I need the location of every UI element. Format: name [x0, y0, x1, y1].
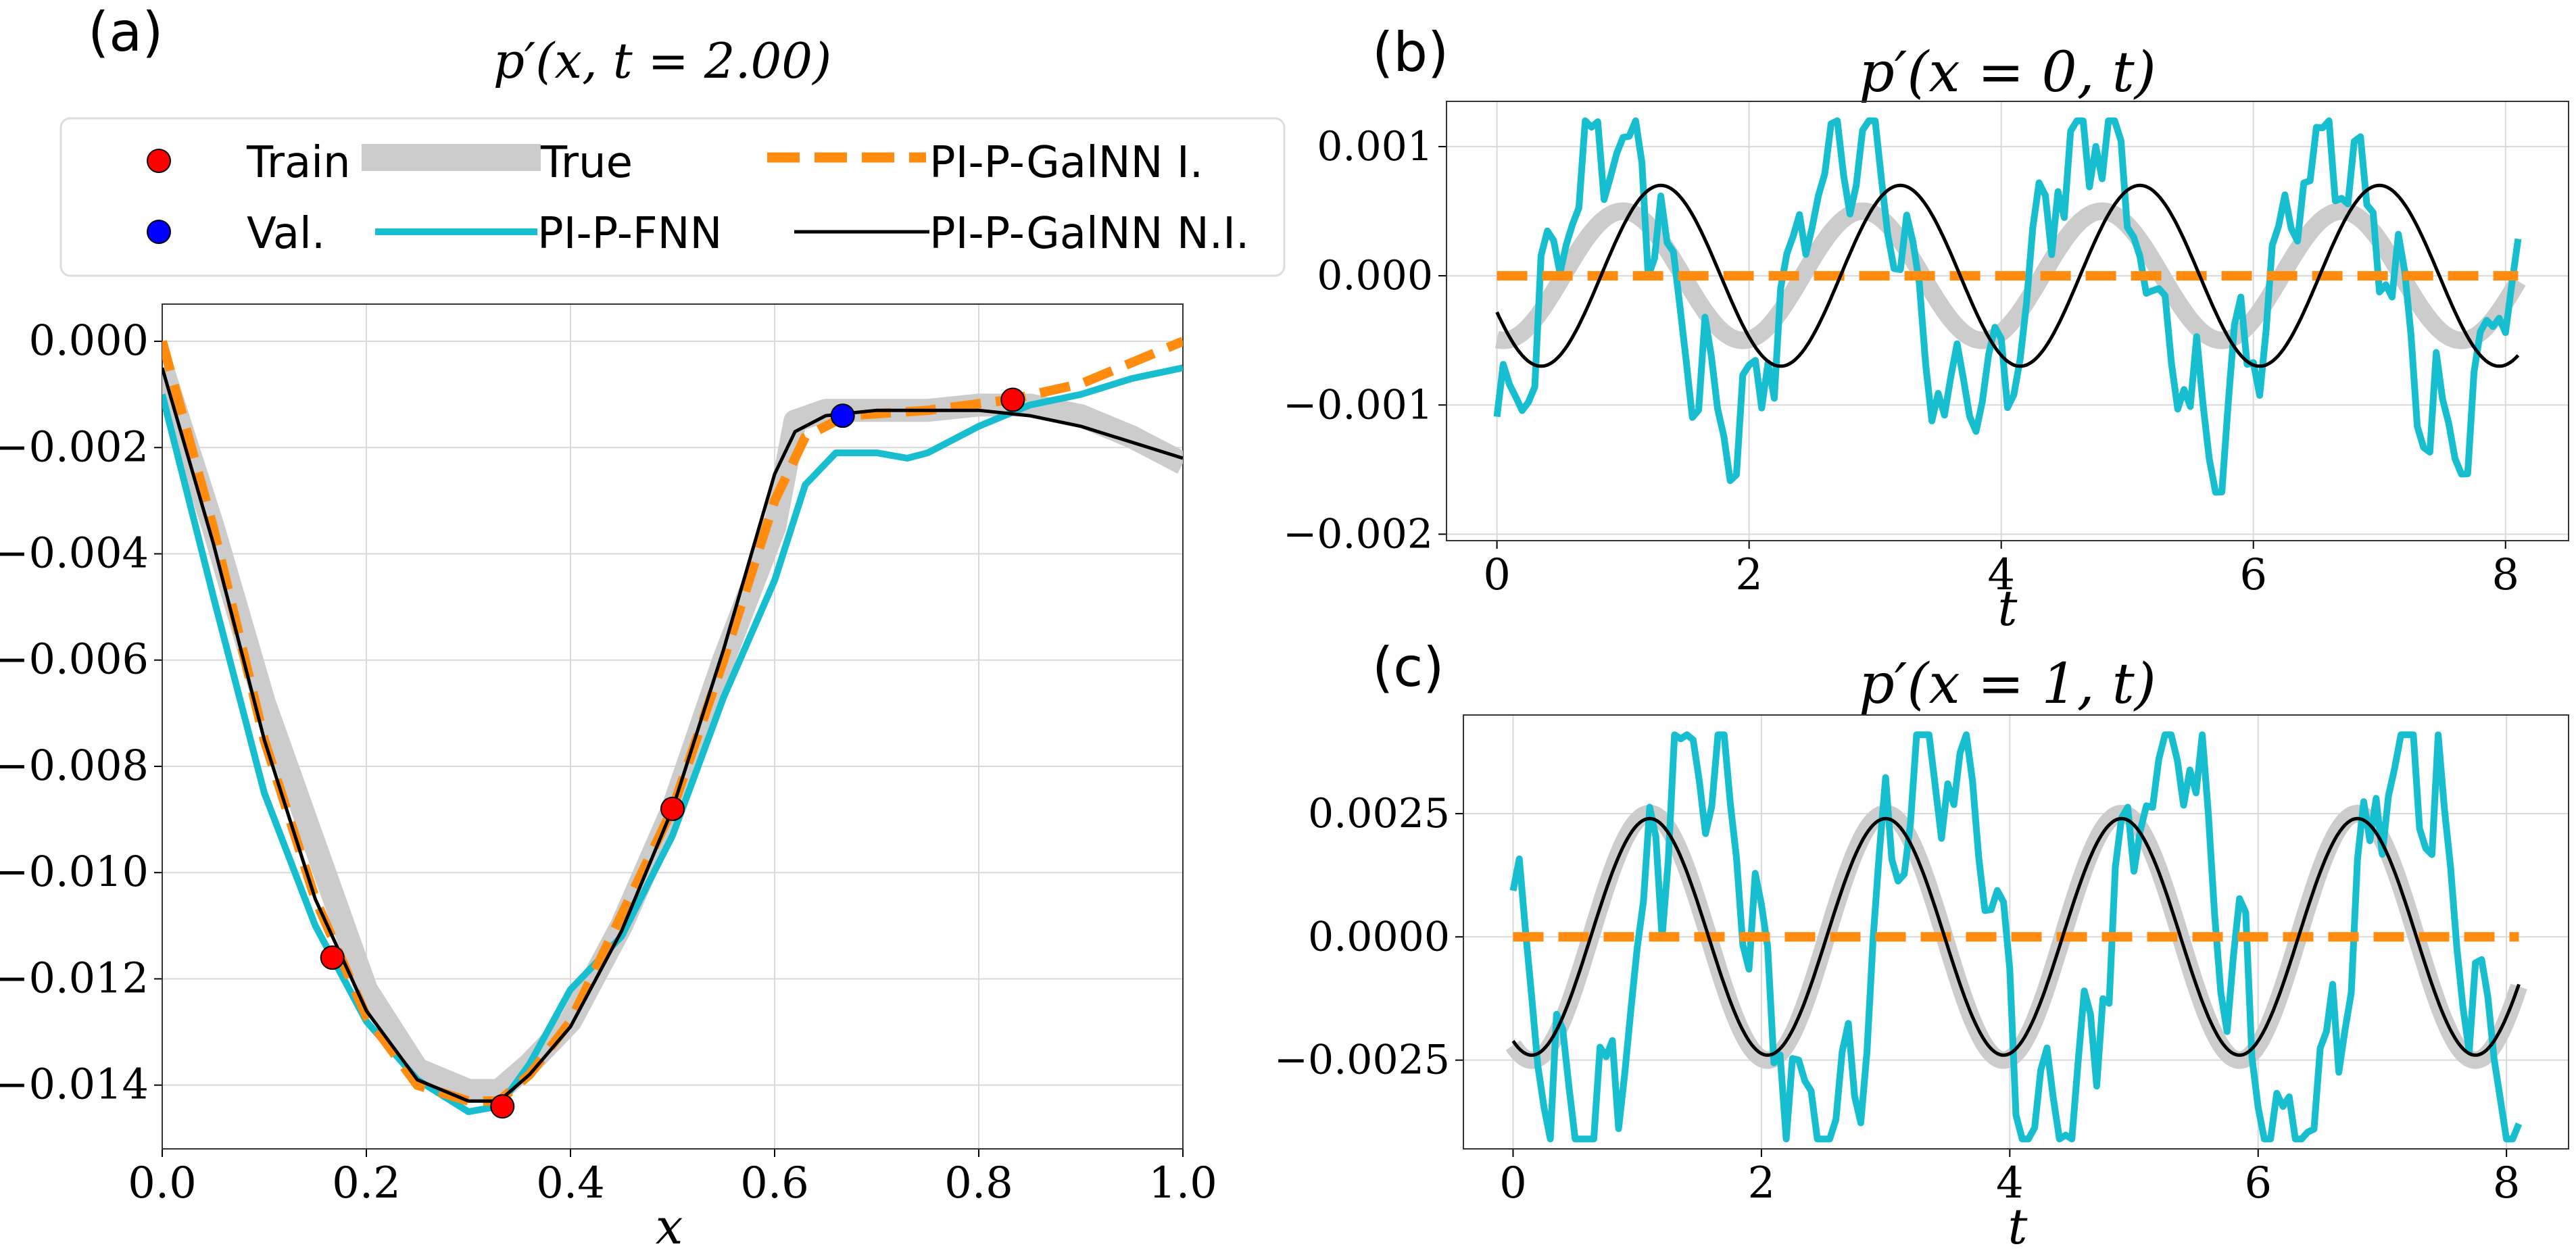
- plot-frame: [1446, 101, 2569, 541]
- plot-a: 0.0 0.2 0.4 0.6 0.8 1.0 0.000 −0.002 −0.004 −0.00…: [0, 303, 1217, 1208]
- xlabel-b: t: [1998, 580, 2018, 637]
- y-tick-label: 0.000: [1317, 252, 1433, 299]
- plot-b: 0 2 4 6 8 0.001 0.000 −0.001 −0.002: [1283, 101, 2569, 600]
- train-point: [320, 945, 345, 970]
- x-tick-label: 2: [1735, 550, 1763, 600]
- series-layer: [1505, 731, 2527, 1143]
- legend-val-marker: [147, 220, 171, 244]
- x-tick-label: 0.4: [536, 1158, 605, 1208]
- series-line-pi-p-galnn-n-i-: [162, 367, 1183, 1103]
- legend-gal-i-label: PI-P-GalNN I.: [929, 138, 1203, 188]
- legend-val-label: Val.: [247, 209, 325, 259]
- plot-c: 0 2 4 6 8 0.0025 0.0000 −0.0025: [1274, 714, 2569, 1208]
- title-a: p′(x, t = 2.00): [493, 32, 831, 89]
- series-line-pi-p-fnn: [1493, 117, 2522, 496]
- y-tick-label: −0.014: [0, 1060, 149, 1109]
- series-line-pi-p-galnn-i-: [162, 337, 1183, 1106]
- series-line-pi-p-fnn: [1509, 731, 2523, 1143]
- legend: Train Val. True PI-P-FNN PI-P-GalNN I. P…: [59, 117, 1286, 277]
- panel-label-b: (b): [1372, 21, 1449, 84]
- plot-frame: [1463, 714, 2569, 1150]
- series-line-pi-p-fnn: [162, 364, 1183, 1115]
- y-tick-label: −0.001: [1283, 381, 1433, 428]
- legend-true-label: True: [540, 138, 633, 188]
- y-tick-label: 0.000: [29, 316, 149, 365]
- series-layer: [162, 337, 1183, 1115]
- legend-train-marker: [147, 149, 171, 173]
- train-point: [660, 796, 685, 821]
- x-tick-label: 6: [2239, 550, 2267, 600]
- x-tick-label: 6: [2244, 1158, 2272, 1208]
- y-tick-label: −0.010: [0, 847, 149, 896]
- train-point: [1000, 387, 1025, 412]
- series-layer: [1490, 117, 2526, 496]
- x-tick-label: 2: [1748, 1158, 1776, 1208]
- y-tick-label: −0.0025: [1274, 1037, 1450, 1084]
- series-line-true: [162, 364, 1183, 1102]
- y-tick-label: −0.002: [0, 422, 149, 471]
- val-point: [830, 403, 855, 428]
- y-tick-label: 0.0000: [1308, 913, 1450, 960]
- series-line-pi-p-galnn-n-i-: [1495, 183, 2520, 368]
- x-tick-label: 8: [2493, 1158, 2521, 1208]
- x-tick-label: 0.6: [740, 1158, 809, 1208]
- y-tick-label: 0.0025: [1308, 790, 1450, 837]
- xlabel-c: t: [2008, 1198, 2028, 1255]
- y-tick-label: −0.012: [0, 953, 149, 1002]
- x-tick-label: 4: [1996, 1158, 2024, 1208]
- y-tick-label: −0.006: [0, 635, 149, 684]
- plot-frame: [162, 303, 1184, 1150]
- legend-gal-ni-label: PI-P-GalNN N.I.: [929, 209, 1249, 259]
- xlabel-a: x: [656, 1198, 683, 1255]
- y-tick-label: −0.004: [0, 528, 149, 577]
- legend-train-label: Train: [246, 138, 351, 188]
- x-tick-label: 0.8: [944, 1158, 1013, 1208]
- x-tick-label: 0: [1483, 550, 1511, 600]
- x-tick-label: 0.2: [332, 1158, 401, 1208]
- panel-label-a: (a): [88, 1, 163, 64]
- panel-label-c: (c): [1372, 636, 1444, 699]
- x-tick-label: 8: [2492, 550, 2519, 600]
- x-tick-label: 1.0: [1148, 1158, 1217, 1208]
- train-point: [490, 1094, 515, 1119]
- y-tick-label: −0.002: [1283, 510, 1433, 558]
- series-line-pi-p-galnn-n-i-: [1511, 816, 2521, 1057]
- x-tick-label: 4: [1987, 550, 2015, 600]
- legend-fnn-label: PI-P-FNN: [537, 209, 722, 259]
- x-tick-label: 0.0: [128, 1158, 197, 1208]
- y-tick-label: 0.001: [1317, 123, 1433, 170]
- y-tick-label: −0.008: [0, 741, 149, 790]
- title-c: p′(x = 1, t): [1859, 652, 2156, 716]
- x-tick-label: 0: [1499, 1158, 1527, 1208]
- title-b: p′(x = 0, t): [1859, 41, 2156, 105]
